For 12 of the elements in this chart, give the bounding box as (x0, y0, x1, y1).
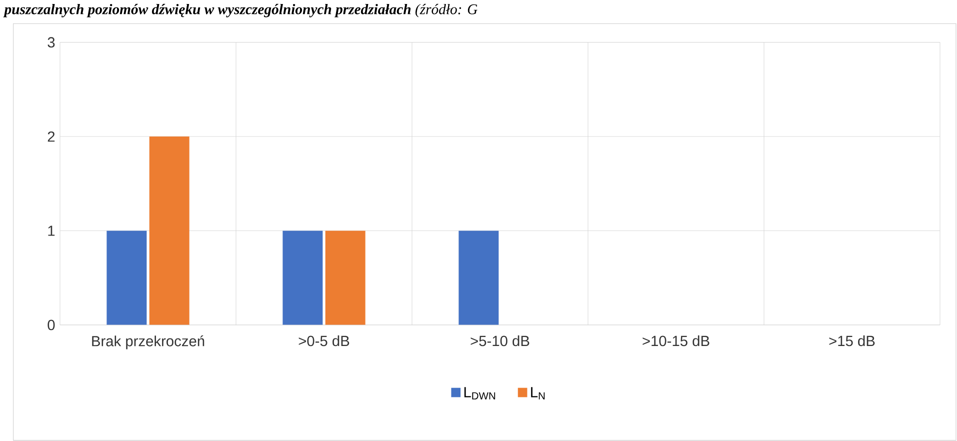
y-tick-label: 1 (48, 226, 55, 236)
y-tick-label: 2 (48, 131, 55, 142)
legend-label: L$_{DWN}$ (464, 387, 496, 400)
x-tick-label: >15 dB (829, 335, 875, 346)
legend-label: L$_{N}$ (531, 387, 545, 400)
x-tick-label: >10-15 dB (642, 335, 710, 346)
y-tick-label: 3 (48, 37, 55, 48)
chart-title: puszczalnych poziomów dźwięku w wyszczególnionych przedziałach (źródło: G (3, 4, 478, 18)
x-tick-label: Brak przekroczeń (92, 335, 204, 350)
x-tick-label: >0-5 dB (298, 335, 350, 346)
x-tick-label: >5-10 dB (470, 335, 530, 346)
y-tick-label: 0 (48, 320, 55, 330)
